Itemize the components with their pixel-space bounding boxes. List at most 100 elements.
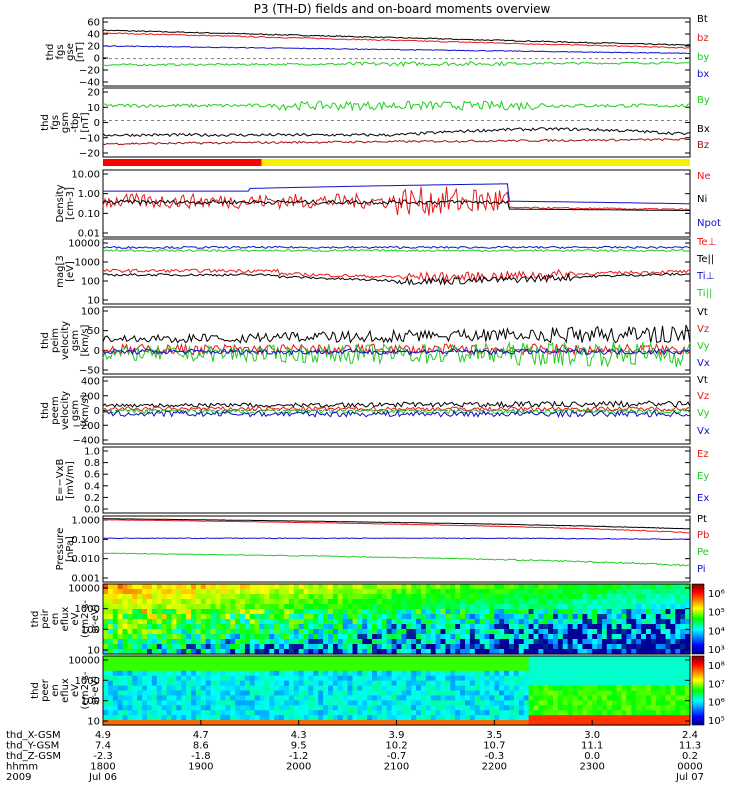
heatmap-cell — [469, 705, 476, 711]
heatmap-cell — [191, 619, 197, 625]
heatmap-cell — [465, 715, 471, 721]
heatmap-cell — [430, 710, 437, 716]
y-axis-label: gsm — [60, 112, 71, 133]
heatmap-cell — [323, 670, 329, 677]
heatmap-cell — [660, 629, 667, 635]
heatmap-cell — [592, 720, 598, 726]
heatmap-cell — [460, 680, 466, 687]
heatmap-cell — [176, 639, 182, 645]
heatmap-cell — [474, 700, 481, 706]
heatmap-cell — [137, 589, 143, 595]
heatmap-cell — [240, 624, 246, 630]
heatmap-cell — [523, 639, 530, 645]
heatmap-cell — [337, 649, 344, 655]
y-axis-label: [nPa] — [65, 536, 76, 562]
x-tick-label: 2300 — [579, 762, 604, 773]
heatmap-cell — [342, 649, 349, 655]
colorbar-tick-label: 10⁷ — [708, 679, 725, 690]
heatmap-cell — [440, 594, 446, 600]
heatmap-cell — [494, 705, 500, 711]
heatmap-cell — [636, 604, 642, 610]
heatmap-cell — [337, 710, 344, 716]
heatmap-cell — [210, 599, 217, 605]
heatmap-cell — [235, 634, 241, 640]
heatmap-cell — [225, 685, 231, 692]
heatmap-cell — [611, 700, 618, 706]
heatmap-cell — [191, 639, 197, 645]
heatmap-cell — [602, 685, 608, 692]
heatmap-cell — [396, 584, 402, 590]
heatmap-cell — [675, 649, 681, 655]
heatmap-cell — [665, 705, 671, 711]
heatmap-cell — [293, 700, 300, 706]
heatmap-cell — [376, 700, 383, 706]
heatmap-cell — [685, 599, 691, 605]
heatmap-cell — [460, 695, 466, 701]
heatmap-cell — [577, 614, 583, 620]
heatmap-cell — [685, 639, 691, 645]
heatmap-cell — [455, 690, 461, 697]
heatmap-cell — [587, 660, 593, 667]
heatmap-cell — [117, 710, 124, 716]
heatmap-cell — [264, 634, 270, 640]
heatmap-cell — [421, 720, 427, 726]
heatmap-cell — [195, 690, 202, 697]
heatmap-cell — [450, 604, 456, 610]
heatmap-cell — [225, 614, 231, 620]
heatmap-cell — [641, 619, 647, 625]
heatmap-cell — [396, 685, 402, 692]
heatmap-cell — [592, 695, 598, 701]
heatmap-cell — [137, 604, 143, 610]
heatmap-cell — [450, 670, 456, 677]
heatmap-cell — [342, 604, 349, 610]
heatmap-cell — [254, 589, 261, 595]
heatmap-cell — [602, 665, 608, 672]
heatmap-cell — [455, 656, 461, 662]
heatmap-cell — [376, 639, 383, 645]
y-axis-label: eflux — [60, 607, 71, 632]
heatmap-cell — [318, 609, 324, 615]
heatmap-cell — [411, 685, 417, 692]
heatmap-cell — [572, 675, 579, 682]
heatmap-cell — [147, 656, 153, 662]
heatmap-cell — [411, 695, 417, 701]
heatmap-cell — [685, 720, 691, 726]
heatmap-cell — [469, 604, 476, 610]
heatmap-cell — [347, 685, 354, 692]
heatmap-cell — [670, 690, 676, 697]
heatmap-cell — [151, 675, 158, 682]
heatmap-cell — [376, 660, 383, 667]
heatmap-cell — [156, 665, 163, 672]
heatmap-cell — [191, 715, 197, 721]
heatmap-cell — [572, 619, 579, 625]
heatmap-cell — [675, 634, 681, 640]
heatmap-cell — [244, 680, 251, 687]
heatmap-cell — [572, 599, 579, 605]
heatmap-cell — [117, 670, 124, 677]
heatmap-cell — [103, 639, 109, 645]
heatmap-cell — [230, 584, 236, 590]
heatmap-cell — [445, 685, 451, 692]
heatmap-cell — [401, 675, 407, 682]
heatmap-cell — [220, 634, 226, 640]
heatmap-cell — [650, 624, 657, 630]
heatmap-cell — [156, 589, 163, 595]
heatmap-cell — [450, 710, 456, 716]
heatmap-cell — [401, 624, 407, 630]
heatmap-cell — [685, 715, 691, 721]
heatmap-cell — [484, 619, 491, 625]
heatmap-cell — [288, 675, 295, 682]
heatmap-cell — [372, 690, 378, 697]
heatmap-cell — [450, 656, 456, 662]
heatmap-cell — [665, 619, 671, 625]
heatmap-cell — [611, 599, 618, 605]
heatmap-cell — [161, 614, 168, 620]
heatmap-cell — [357, 695, 363, 701]
heatmap-cell — [156, 629, 163, 635]
heatmap-cell — [191, 710, 197, 716]
heatmap-cell — [337, 604, 344, 610]
heatmap-cell — [156, 710, 163, 716]
heatmap-cell — [191, 695, 197, 701]
heatmap-cell — [186, 624, 192, 630]
